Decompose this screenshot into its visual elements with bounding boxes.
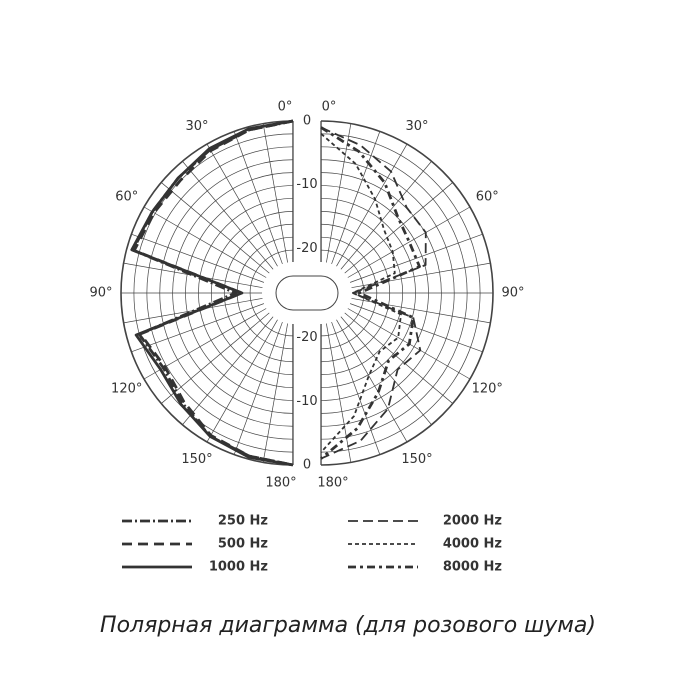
grid-spoke (206, 318, 279, 443)
grid-spoke (335, 318, 408, 443)
grid-spoke (325, 123, 352, 264)
series-line (320, 133, 402, 453)
angle-label: 0° (322, 100, 337, 115)
grid-spoke (262, 123, 289, 264)
grid-spoke (330, 131, 381, 265)
r-tick-label: 0 (303, 458, 311, 473)
angle-label: 90° (89, 286, 112, 301)
grid-spoke (206, 143, 279, 268)
grid-spoke (350, 297, 491, 324)
angle-label: 150° (401, 452, 432, 467)
legend-label: 500 Hz (218, 537, 268, 552)
grid-spoke (161, 312, 271, 404)
r-tick-label: -10 (296, 177, 317, 192)
grid-spoke (131, 233, 265, 284)
legend-label: 4000 Hz (443, 537, 502, 552)
grid-spoke (161, 182, 271, 274)
legend-label: 8000 Hz (443, 560, 502, 575)
grid-spoke (182, 315, 274, 425)
grid-spoke (325, 322, 352, 463)
angle-label: 60° (115, 190, 138, 205)
angle-label: 0° (278, 100, 293, 115)
angle-label: 90° (501, 286, 524, 301)
grid-spoke (182, 161, 274, 271)
series-line (320, 126, 421, 460)
angle-label: 30° (405, 119, 428, 134)
hole-edge (320, 275, 339, 311)
gap (293, 117, 321, 469)
grid-spoke (233, 131, 284, 265)
angle-label: 120° (111, 382, 142, 397)
angle-label: 180° (265, 476, 296, 491)
series-line (131, 119, 294, 467)
r-tick-label: -20 (296, 330, 317, 345)
angle-label: 30° (185, 119, 208, 134)
grid-spoke (343, 182, 453, 274)
grid-spoke (349, 233, 483, 284)
angle-label: 180° (317, 476, 348, 491)
r-tick-label: 0 (303, 114, 311, 129)
legend-label: 1000 Hz (209, 560, 268, 575)
legend-label: 250 Hz (218, 514, 268, 529)
caption: Полярная диаграмма (для розового шума) (100, 613, 596, 638)
grid-spoke (350, 262, 491, 289)
r-tick-label: -20 (296, 241, 317, 256)
angle-label: 150° (181, 452, 212, 467)
series-line (130, 119, 294, 467)
angle-label: 120° (472, 382, 503, 397)
grid-spoke (143, 206, 268, 279)
grid-spoke (233, 321, 284, 455)
grid-spoke (340, 161, 432, 271)
grid-spoke (131, 302, 265, 353)
hole-edge (275, 275, 294, 311)
r-tick-label: -10 (296, 394, 317, 409)
grid-spoke (343, 312, 453, 404)
series-line (320, 126, 427, 460)
grid-spoke (330, 321, 381, 455)
grid-spoke (346, 206, 471, 279)
grid-spoke (335, 143, 408, 268)
angle-label: 60° (476, 190, 499, 205)
grid-spoke (262, 322, 289, 463)
grid-spoke (349, 302, 483, 353)
legend-label: 2000 Hz (443, 514, 502, 529)
